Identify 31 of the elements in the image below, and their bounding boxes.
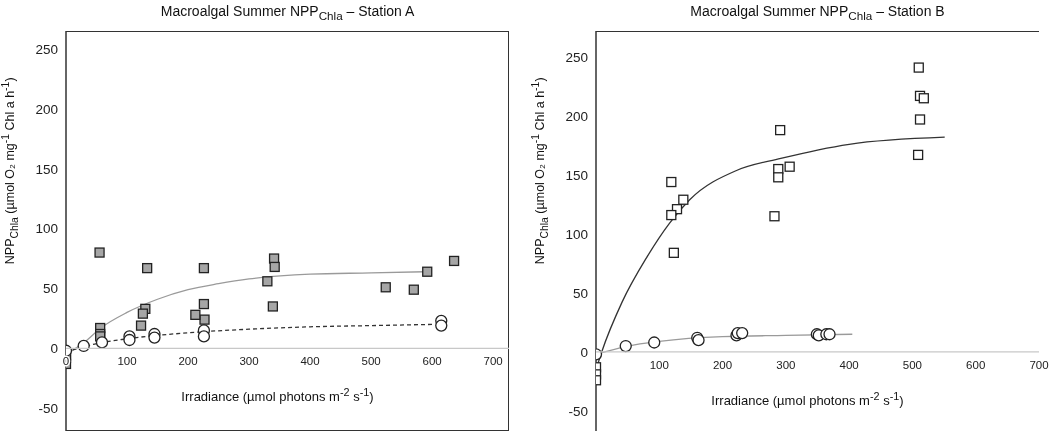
x-axis-title: Irradiance (µmol photons m$^{-2}$ s$^{-1}$) [180,386,375,405]
chart-title: Macroalgal Summer NPP$_{Chla}$ – Station A [159,3,416,22]
y-tick-label: 150 [565,167,588,183]
y-tick-label: 250 [35,41,58,57]
x-tick-label: 600 [422,355,442,368]
x-axis-title: Irradiance (µmol photons m$^{-2}$ s$^{-1}$) [710,389,905,409]
y-tick-label: 50 [42,281,58,297]
y-tick-label: 200 [565,108,588,124]
x-tick-label: 100 [117,355,137,368]
x-tick-label: 700 [1029,358,1049,371]
x-tick-label: 500 [902,358,923,371]
x-tick-label: 600 [966,358,986,371]
y-tick-label: 100 [565,226,588,242]
x-tick-label: 200 [712,358,733,371]
x-tick-label: 300 [776,358,796,371]
y-tick-label: 50 [572,285,588,301]
y-tick-label: -50 [568,403,588,419]
x-tick-label: 500 [361,355,381,368]
x-tick-label: 400 [300,355,320,368]
x-tick-label: 200 [178,355,198,368]
y-tick-label: 100 [35,221,58,237]
chart-title: Macroalgal Summer NPP$_{Chla}$ – Station B [689,3,946,22]
x-tick-label: 100 [649,358,669,371]
x-tick-label: 300 [239,355,259,368]
y-tick-label: 200 [35,101,58,117]
y-tick-label: 0 [50,341,58,357]
x-tick-label: 400 [839,358,859,371]
y-tick-label: 250 [565,49,588,65]
y-tick-label: -50 [38,401,58,417]
y-tick-label: 150 [35,161,58,177]
x-tick-label: 700 [483,355,503,368]
